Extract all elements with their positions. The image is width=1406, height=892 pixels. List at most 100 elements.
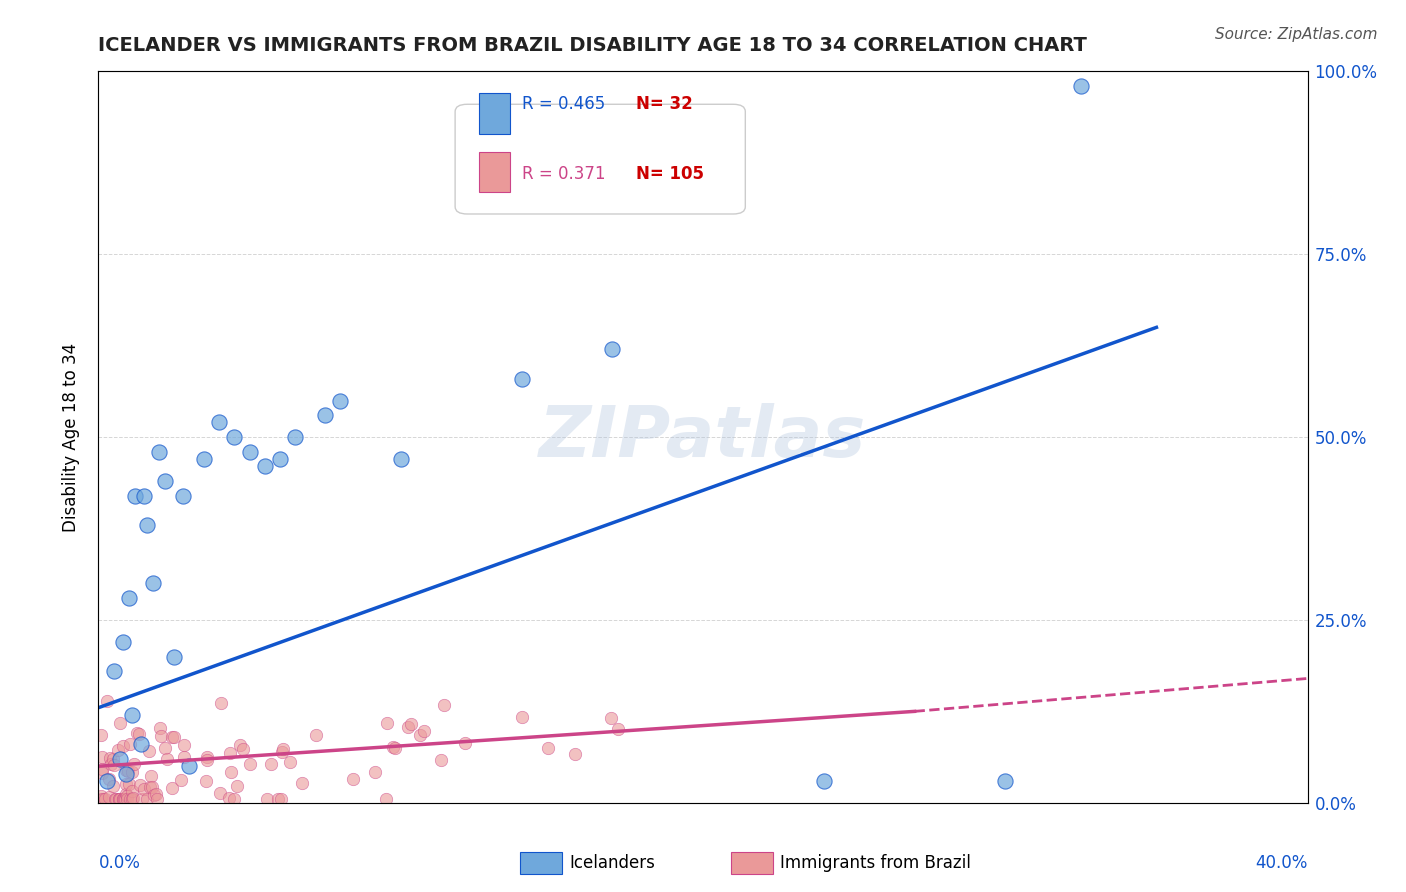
Icelanders <box>253 459 276 474</box>
Immigrants from Brazil <box>162 781 184 796</box>
Immigrants from Brazil <box>104 792 127 806</box>
Immigrants from Brazil <box>122 790 145 805</box>
Immigrants from Brazil <box>145 792 167 806</box>
Immigrants from Brazil <box>98 772 121 786</box>
Immigrants from Brazil <box>173 750 195 764</box>
Immigrants from Brazil <box>149 721 172 735</box>
Icelanders <box>132 489 155 503</box>
Text: ZIPatlas: ZIPatlas <box>540 402 866 472</box>
Immigrants from Brazil <box>260 757 283 772</box>
Immigrants from Brazil <box>145 787 167 801</box>
Immigrants from Brazil <box>173 738 195 752</box>
Y-axis label: Disability Age 18 to 34: Disability Age 18 to 34 <box>62 343 80 532</box>
Immigrants from Brazil <box>412 724 434 739</box>
Immigrants from Brazil <box>131 792 153 806</box>
Immigrants from Brazil <box>564 747 586 762</box>
Immigrants from Brazil <box>103 758 125 772</box>
Immigrants from Brazil <box>225 779 247 793</box>
Immigrants from Brazil <box>139 769 162 783</box>
Immigrants from Brazil <box>510 710 533 724</box>
Immigrants from Brazil <box>150 729 173 743</box>
Text: 0.0%: 0.0% <box>98 854 141 872</box>
Icelanders <box>114 766 136 780</box>
Text: Icelanders: Icelanders <box>569 854 655 871</box>
Text: N= 105: N= 105 <box>637 165 704 183</box>
Immigrants from Brazil <box>118 776 141 790</box>
Immigrants from Brazil <box>101 752 124 766</box>
Immigrants from Brazil <box>375 792 398 806</box>
Immigrants from Brazil <box>209 696 232 710</box>
Icelanders <box>172 489 194 503</box>
Immigrants from Brazil <box>108 792 131 806</box>
Text: Source: ZipAtlas.com: Source: ZipAtlas.com <box>1215 27 1378 42</box>
Immigrants from Brazil <box>141 780 163 795</box>
Immigrants from Brazil <box>90 763 112 777</box>
Icelanders <box>129 737 152 751</box>
Immigrants from Brazil <box>382 739 405 754</box>
Immigrants from Brazil <box>153 741 176 756</box>
Icelanders <box>148 444 170 458</box>
Immigrants from Brazil <box>197 754 219 768</box>
Immigrants from Brazil <box>342 772 364 787</box>
Icelanders <box>224 430 246 444</box>
Immigrants from Brazil <box>607 722 630 736</box>
Immigrants from Brazil <box>128 727 150 741</box>
Immigrants from Brazil <box>454 736 477 750</box>
Icelanders <box>153 474 176 488</box>
Immigrants from Brazil <box>291 776 314 790</box>
Icelanders <box>96 773 118 788</box>
Immigrants from Brazil <box>132 781 155 796</box>
Immigrants from Brazil <box>121 764 143 779</box>
Immigrants from Brazil <box>108 792 131 806</box>
Immigrants from Brazil <box>218 790 240 805</box>
Immigrants from Brazil <box>136 792 159 806</box>
Immigrants from Brazil <box>96 694 118 708</box>
Icelanders <box>813 773 835 788</box>
Immigrants from Brazil <box>398 720 420 734</box>
Text: ICELANDER VS IMMIGRANTS FROM BRAZIL DISABILITY AGE 18 TO 34 CORRELATION CHART: ICELANDER VS IMMIGRANTS FROM BRAZIL DISA… <box>98 36 1087 54</box>
Immigrants from Brazil <box>117 792 139 806</box>
Immigrants from Brazil <box>112 739 135 753</box>
Immigrants from Brazil <box>377 716 399 731</box>
Icelanders <box>602 343 624 357</box>
Icelanders <box>111 635 134 649</box>
Immigrants from Brazil <box>97 789 120 804</box>
Immigrants from Brazil <box>266 792 288 806</box>
Immigrants from Brazil <box>98 750 121 764</box>
Immigrants from Brazil <box>221 765 243 780</box>
Icelanders <box>284 430 307 444</box>
Immigrants from Brazil <box>537 741 560 756</box>
Immigrants from Brazil <box>90 765 112 780</box>
Immigrants from Brazil <box>430 753 453 767</box>
Immigrants from Brazil <box>239 757 262 772</box>
Immigrants from Brazil <box>117 764 139 779</box>
Icelanders <box>208 416 231 430</box>
Bar <box>479 152 509 192</box>
Icelanders <box>239 444 262 458</box>
Immigrants from Brazil <box>305 728 328 742</box>
Immigrants from Brazil <box>108 716 131 731</box>
Immigrants from Brazil <box>101 780 124 794</box>
Immigrants from Brazil <box>118 738 141 752</box>
Icelanders <box>193 452 215 467</box>
Text: N= 32: N= 32 <box>637 95 693 113</box>
Icelanders <box>121 708 143 723</box>
Immigrants from Brazil <box>118 792 141 806</box>
Icelanders <box>135 517 157 532</box>
Immigrants from Brazil <box>115 777 138 791</box>
Immigrants from Brazil <box>409 728 432 742</box>
Immigrants from Brazil <box>107 743 129 757</box>
Immigrants from Brazil <box>401 716 423 731</box>
Immigrants from Brazil <box>111 792 134 806</box>
Immigrants from Brazil <box>91 750 114 764</box>
Icelanders <box>142 576 165 591</box>
Immigrants from Brazil <box>91 792 114 806</box>
Immigrants from Brazil <box>138 744 160 758</box>
Immigrants from Brazil <box>208 786 231 800</box>
Immigrants from Brazil <box>194 774 217 789</box>
Immigrants from Brazil <box>114 763 136 777</box>
Immigrants from Brazil <box>108 792 131 806</box>
Immigrants from Brazil <box>114 792 136 806</box>
Text: R = 0.465: R = 0.465 <box>522 95 605 113</box>
Icelanders <box>1070 78 1092 93</box>
